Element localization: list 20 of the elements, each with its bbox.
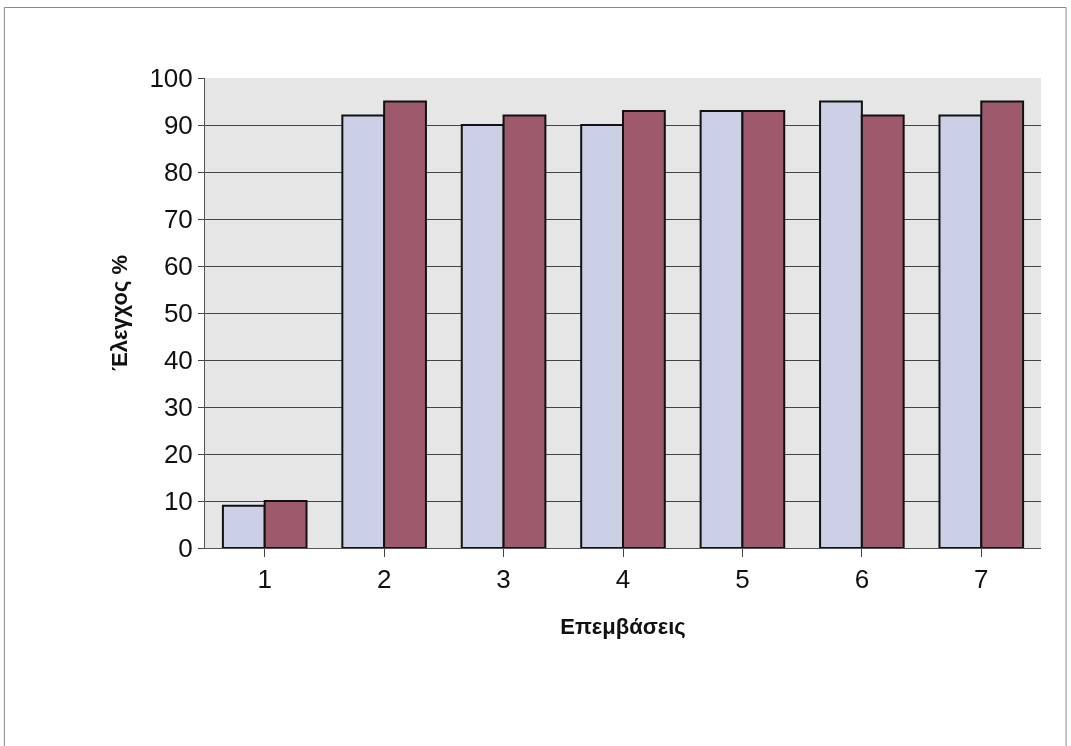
- y-tick-label: 70: [163, 204, 193, 235]
- y-tick-label: 40: [163, 345, 193, 376]
- x-tick-label: 6: [854, 564, 870, 595]
- y-tick-label: 10: [163, 486, 193, 517]
- x-tick-label: 7: [974, 564, 989, 595]
- x-tick-label: 3: [496, 564, 511, 595]
- x-axis-title: Επεμβάσεις: [560, 614, 686, 640]
- y-tick-label: 30: [163, 392, 193, 423]
- y-tick-label: 100: [149, 63, 193, 94]
- x-tick-label: 1: [257, 564, 272, 595]
- y-tick-label: 90: [163, 110, 193, 141]
- y-tick-label: 0: [178, 533, 193, 564]
- x-tick-label: 5: [735, 564, 750, 595]
- y-tick-label: 50: [163, 298, 193, 329]
- x-tick-label: 2: [376, 564, 392, 595]
- y-tick-label: 60: [163, 251, 193, 282]
- y-tick-label: 80: [163, 157, 193, 188]
- x-tick-label: 4: [615, 564, 631, 595]
- y-tick-label: 20: [163, 439, 193, 470]
- y-axis-title: Έλεγχος %: [107, 254, 133, 372]
